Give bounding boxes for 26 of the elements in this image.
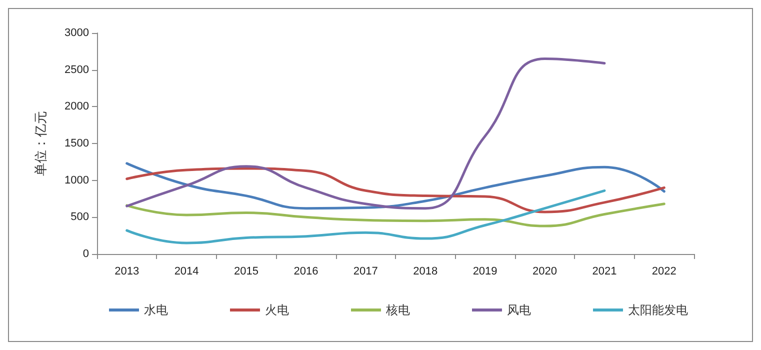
y-tick-label: 2000	[64, 100, 89, 113]
legend-label: 水电	[144, 303, 168, 317]
line-series	[126, 58, 606, 210]
x-tick-label: 2020	[532, 266, 557, 278]
y-tick-label: 2500	[64, 64, 89, 76]
x-tick-label: 2017	[353, 266, 378, 278]
x-tick-label: 2016	[294, 266, 318, 278]
x-tick-label: 2014	[174, 266, 199, 278]
line-series	[126, 189, 606, 244]
y-tick-label: 500	[70, 211, 89, 224]
legend-label: 火电	[265, 303, 289, 317]
x-tick-label: 2013	[114, 266, 140, 278]
y-tick-label: 3000	[64, 27, 89, 39]
x-tick-label: 2018	[413, 266, 438, 278]
y-tick-label: 1500	[64, 138, 89, 150]
x-tick-label: 2022	[652, 266, 676, 278]
x-tick-label: 2015	[234, 266, 258, 278]
y-tick-label: 0	[82, 248, 89, 260]
y-axis-title: 单位：亿元	[33, 111, 48, 176]
x-tick-label: 2019	[472, 266, 498, 278]
y-tick-label: 1000	[64, 174, 89, 186]
x-tick-label: 2021	[592, 266, 617, 278]
legend-label: 核电	[385, 303, 410, 317]
legend-label: 太阳能发电	[628, 303, 688, 317]
legend-label: 风电	[507, 303, 531, 317]
line-series	[126, 202, 666, 228]
